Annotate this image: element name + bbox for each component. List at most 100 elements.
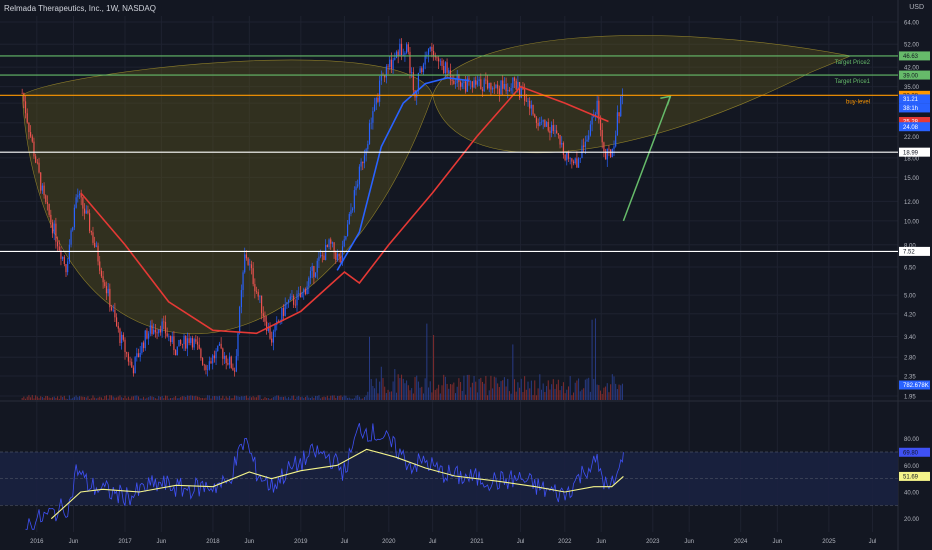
candle-body: [33, 141, 35, 157]
volume-bar: [605, 386, 607, 400]
candle-body: [473, 80, 475, 88]
price-tag-bg: [899, 94, 930, 104]
candle-body: [485, 79, 487, 81]
candle-body: [345, 236, 347, 240]
candle-body: [235, 356, 237, 372]
volume-bar: [124, 395, 126, 400]
volume-bar: [517, 382, 519, 400]
candle-body: [373, 104, 376, 112]
volume-bar: [70, 398, 72, 400]
candle-body: [357, 184, 359, 187]
volume-bar: [579, 391, 581, 400]
volume-bar: [451, 384, 453, 400]
volume-bar: [514, 379, 516, 400]
volume-bar: [395, 392, 397, 400]
candle-body: [320, 255, 322, 257]
candle-body: [475, 80, 477, 85]
volume-bar: [315, 395, 317, 400]
volume-bar: [448, 388, 450, 400]
candle-body: [58, 246, 60, 251]
candle-body: [557, 133, 559, 135]
candle-body: [429, 46, 431, 50]
candle-body: [132, 367, 135, 374]
candle-body: [210, 361, 212, 364]
candle-body: [78, 193, 81, 196]
candle-body: [348, 214, 350, 225]
volume-bar: [561, 386, 563, 400]
volume-bar: [254, 397, 256, 400]
rsi-band-fill: [0, 452, 898, 506]
candle-body: [338, 254, 340, 257]
candle-body: [92, 232, 94, 243]
volume-bar: [463, 375, 465, 400]
candle-body: [183, 336, 185, 345]
volume-bar: [55, 397, 57, 400]
volume-bar: [21, 398, 23, 400]
volume-bar: [544, 391, 546, 400]
candle-body: [166, 333, 168, 337]
currency-label: USD: [909, 4, 924, 11]
volume-bar: [611, 374, 613, 400]
candle-body: [23, 93, 25, 102]
candle-body: [239, 307, 241, 334]
candle-body: [515, 80, 517, 90]
candle-body: [282, 307, 285, 316]
candle-body: [542, 120, 544, 122]
volume-bar: [542, 383, 544, 400]
volume-bar: [170, 398, 172, 400]
volume-bar: [122, 398, 124, 400]
volume-bar: [256, 397, 258, 400]
price-tag-bg: [899, 117, 930, 127]
volume-bar: [89, 398, 91, 400]
volume-bar: [267, 398, 269, 400]
candle-body: [343, 239, 345, 247]
candle-body: [331, 242, 334, 244]
rsi-tag: 51.69: [903, 475, 919, 481]
y-tick-label: 2.35: [904, 375, 916, 381]
volume-bar: [402, 378, 404, 400]
volume-bar: [107, 398, 109, 400]
volume-bar: [598, 385, 600, 400]
candle-body: [350, 210, 352, 215]
candle-body: [539, 122, 541, 126]
trend-arrow-head: [660, 95, 672, 106]
volume-bar: [326, 395, 328, 400]
candle-body: [245, 254, 248, 259]
candle-body: [255, 291, 258, 293]
candle-body: [572, 161, 575, 164]
candle-body: [153, 329, 155, 334]
candle-body: [126, 352, 128, 354]
candle-body: [330, 239, 332, 244]
volume-bar: [534, 380, 536, 400]
volume-bar: [188, 395, 190, 400]
candle-body: [139, 352, 141, 357]
volume-bar: [358, 396, 360, 400]
y-tick-label: 15.00: [904, 176, 920, 182]
volume-bar: [355, 395, 357, 400]
volume-bar: [330, 395, 332, 400]
x-tick-label: Jun: [596, 539, 606, 545]
cup-and-handle-drawing[interactable]: [21, 35, 852, 334]
volume-bar: [524, 376, 526, 400]
volume-bar: [181, 396, 183, 400]
volume-bar: [478, 378, 480, 400]
volume-bar: [212, 396, 214, 400]
candle-body: [90, 230, 92, 233]
candle-body: [513, 77, 516, 81]
candle-body: [287, 300, 290, 303]
candle-body: [586, 139, 588, 142]
candle-body: [439, 60, 441, 62]
volume-bar: [193, 396, 195, 400]
candle-body: [346, 224, 349, 237]
volume-bar: [65, 398, 67, 400]
candle-body: [203, 364, 205, 366]
horizontal-levels[interactable]: Target Price2 Target Price1 buy-level: [0, 55, 898, 252]
x-tick-label: Jul: [341, 539, 349, 545]
volume-bar: [438, 384, 440, 400]
price-tag: 31.21: [903, 97, 919, 103]
candle-body: [141, 342, 143, 353]
candle-body: [419, 68, 421, 73]
volume-bar: [250, 397, 252, 400]
candle-body: [193, 339, 195, 348]
